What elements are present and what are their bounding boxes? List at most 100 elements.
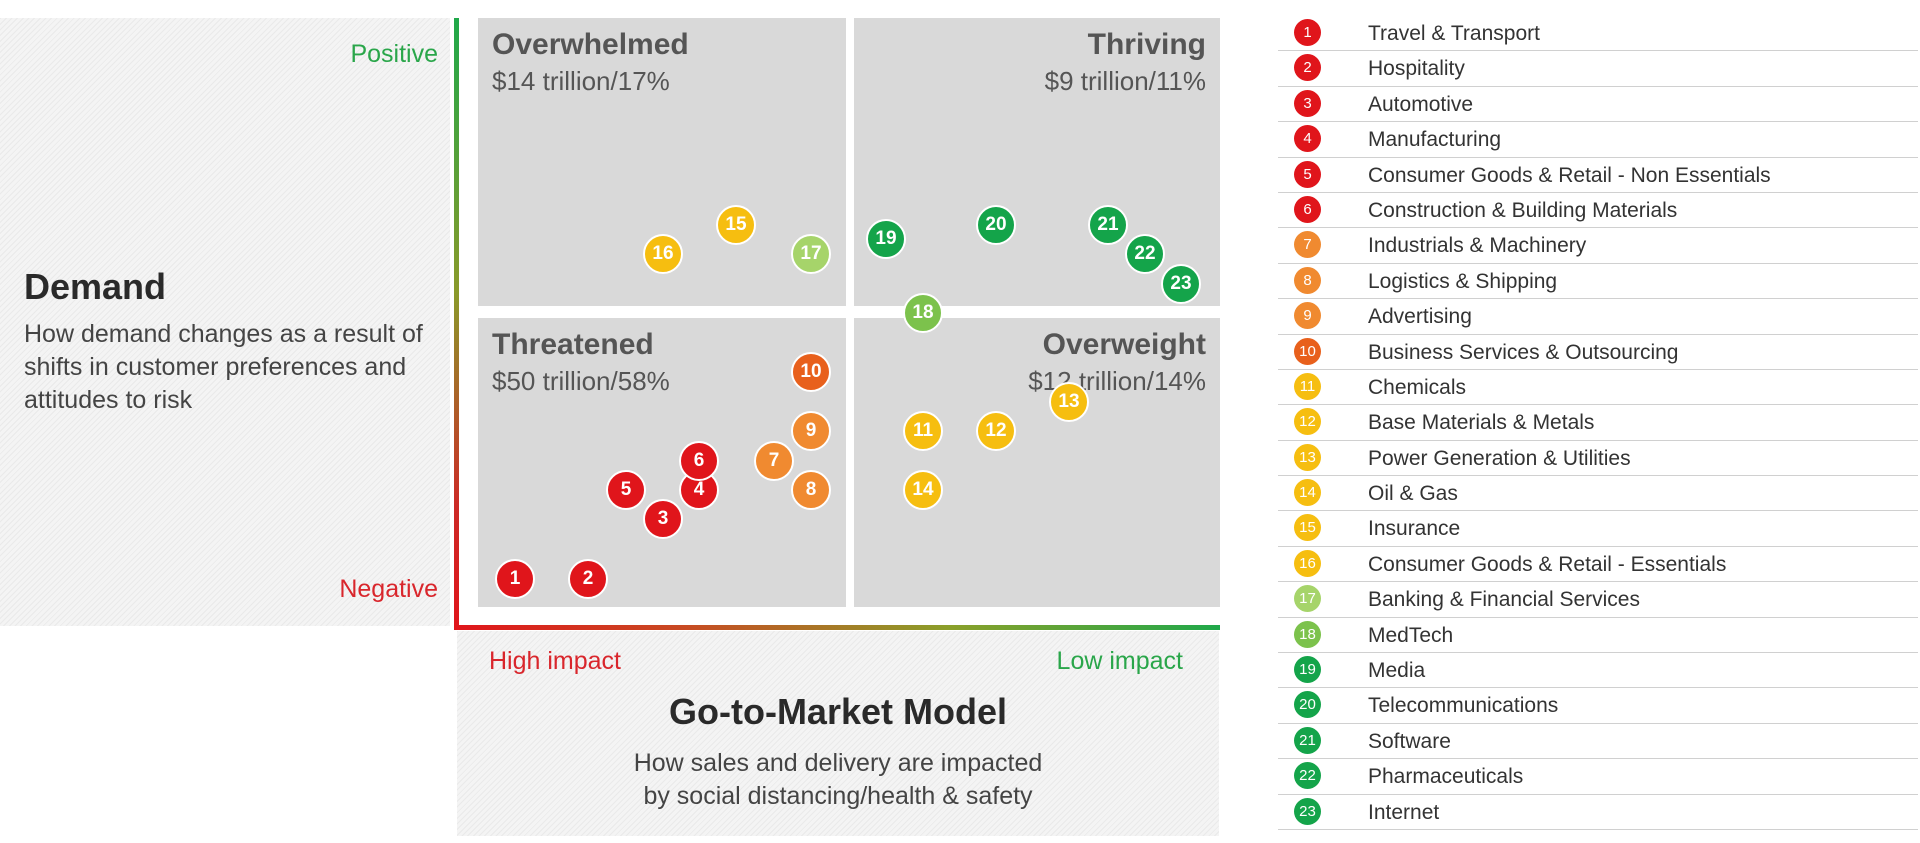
legend-item-13: 13 Power Generation & Utilities	[1278, 441, 1918, 477]
legend-number-badge: 20	[1294, 691, 1321, 719]
legend-label: Internet	[1368, 800, 1440, 824]
legend-label: Advertising	[1368, 305, 1472, 329]
marker-16: 16	[643, 234, 683, 274]
quadrant-title: Thriving	[1087, 28, 1206, 61]
legend-label: Banking & Financial Services	[1368, 588, 1640, 612]
legend-item-7: 7 Industrials & Machinery	[1278, 228, 1918, 264]
go-to-market-title: Go-to-Market Model	[669, 691, 1007, 732]
legend-label: Manufacturing	[1368, 128, 1502, 152]
legend-item-14: 14 Oil & Gas	[1278, 476, 1918, 512]
demand-description: How demand changes as a result of shifts…	[24, 320, 423, 414]
legend-label: Hospitality	[1368, 57, 1465, 81]
legend-number-badge: 16	[1294, 549, 1321, 577]
quadrant-overweight: Overweight $12 trillion/14%	[854, 318, 1220, 607]
legend-item-1: 1 Travel & Transport	[1278, 16, 1918, 52]
go-to-market-description-line2: by social distancing/health & safety	[643, 782, 1033, 810]
legend-label: Software	[1368, 729, 1451, 753]
legend-label: Oil & Gas	[1368, 482, 1458, 506]
legend-number-badge: 21	[1294, 726, 1321, 754]
marker-5: 5	[606, 470, 646, 510]
marker-6: 6	[679, 441, 719, 481]
quadrant-title: Overwhelmed	[492, 28, 689, 61]
legend-item-3: 3 Automotive	[1278, 87, 1918, 123]
marker-18: 18	[903, 293, 943, 333]
marker-21: 21	[1088, 205, 1128, 245]
legend-item-8: 8 Logistics & Shipping	[1278, 264, 1918, 300]
industry-legend: 1 Travel & Transport 2 Hospitality 3 Automoti…	[1278, 16, 1918, 830]
legend-label: Base Materials & Metals	[1368, 411, 1595, 435]
legend-item-21: 21 Software	[1278, 724, 1918, 760]
marker-7: 7	[754, 441, 794, 481]
quadrant-title: Threatened	[492, 328, 654, 361]
legend-label: Construction & Building Materials	[1368, 198, 1678, 222]
legend-item-6: 6 Construction & Building Materials	[1278, 193, 1918, 229]
marker-14: 14	[903, 470, 943, 510]
legend-number-badge: 18	[1294, 620, 1321, 648]
legend-number-badge: 15	[1294, 514, 1321, 542]
legend-label: Telecommunications	[1368, 694, 1559, 718]
legend-item-15: 15 Insurance	[1278, 511, 1918, 547]
legend-number-badge: 23	[1294, 797, 1321, 825]
legend-number-badge: 22	[1294, 762, 1321, 790]
marker-17: 17	[791, 234, 831, 274]
marker-3: 3	[643, 499, 683, 539]
quadrant-thriving: Thriving $9 trillion/11%	[854, 18, 1220, 306]
legend-label: Media	[1368, 659, 1426, 683]
legend-item-18: 18 MedTech	[1278, 618, 1918, 654]
legend-item-20: 20 Telecommunications	[1278, 688, 1918, 724]
marker-4: 4	[679, 470, 719, 510]
marker-12: 12	[976, 411, 1016, 451]
marker-19: 19	[866, 219, 906, 259]
legend-number-badge: 5	[1294, 160, 1321, 188]
marker-1: 1	[495, 559, 535, 599]
legend-item-5: 5 Consumer Goods & Retail - Non Essential…	[1278, 158, 1918, 193]
marker-2: 2	[568, 559, 608, 599]
legend-number-badge: 3	[1294, 89, 1321, 117]
marker-11: 11	[903, 411, 943, 451]
positive-label: Positive	[350, 40, 438, 68]
legend-label: Consumer Goods & Retail - Non Essentials	[1368, 163, 1771, 187]
marker-10: 10	[791, 352, 831, 392]
legend-label: Pharmaceuticals	[1368, 765, 1524, 789]
legend-number-badge: 17	[1294, 585, 1321, 613]
legend-item-22: 22 Pharmaceuticals	[1278, 759, 1918, 795]
marker-23: 23	[1161, 264, 1201, 304]
go-to-market-description: How sales and delivery are impacted by s…	[457, 747, 1219, 813]
legend-number-badge: 2	[1294, 54, 1321, 82]
legend-item-16: 16 Consumer Goods & Retail - Essentials	[1278, 547, 1918, 583]
marker-22: 22	[1125, 234, 1165, 274]
legend-number-badge: 13	[1294, 443, 1321, 471]
marker-20: 20	[976, 205, 1016, 245]
legend-item-12: 12 Base Materials & Metals	[1278, 405, 1918, 441]
demand-panel: Positive Demand How demand changes as a …	[0, 18, 450, 626]
quadrant-value: $14 trillion/17%	[492, 66, 670, 96]
legend-label: MedTech	[1368, 623, 1454, 647]
legend-item-4: 4 Manufacturing	[1278, 122, 1918, 158]
legend-label: Insurance	[1368, 517, 1461, 541]
go-to-market-panel: High impact Low impact Go-to-Market Mode…	[457, 631, 1219, 836]
quadrant-title: Overweight	[1042, 328, 1206, 361]
legend-item-2: 2 Hospitality	[1278, 51, 1918, 87]
legend-item-17: 17 Banking & Financial Services	[1278, 582, 1918, 618]
demand-axis-line	[454, 18, 459, 628]
legend-item-9: 9 Advertising	[1278, 299, 1918, 335]
legend-number-badge: 12	[1294, 408, 1321, 436]
legend-label: Logistics & Shipping	[1368, 269, 1558, 293]
go-to-market-axis-line	[454, 625, 1220, 630]
legend-label: Chemicals	[1368, 375, 1467, 399]
legend-label: Business Services & Outsourcing	[1368, 340, 1679, 364]
quadrant-value: $50 trillion/58%	[492, 366, 670, 396]
marker-8: 8	[791, 470, 831, 510]
legend-item-11: 11 Chemicals	[1278, 370, 1918, 406]
legend-number-badge: 1	[1294, 19, 1321, 46]
legend-number-badge: 6	[1294, 195, 1321, 223]
marker-13: 13	[1049, 382, 1089, 422]
legend-item-23: 23 Internet	[1278, 795, 1918, 830]
legend-label: Automotive	[1368, 92, 1474, 116]
legend-number-badge: 11	[1294, 372, 1321, 400]
marker-9: 9	[791, 411, 831, 451]
legend-number-badge: 19	[1294, 656, 1321, 684]
legend-label: Consumer Goods & Retail - Essentials	[1368, 552, 1727, 576]
legend-item-19: 19 Media	[1278, 653, 1918, 689]
legend-number-badge: 14	[1294, 479, 1321, 507]
